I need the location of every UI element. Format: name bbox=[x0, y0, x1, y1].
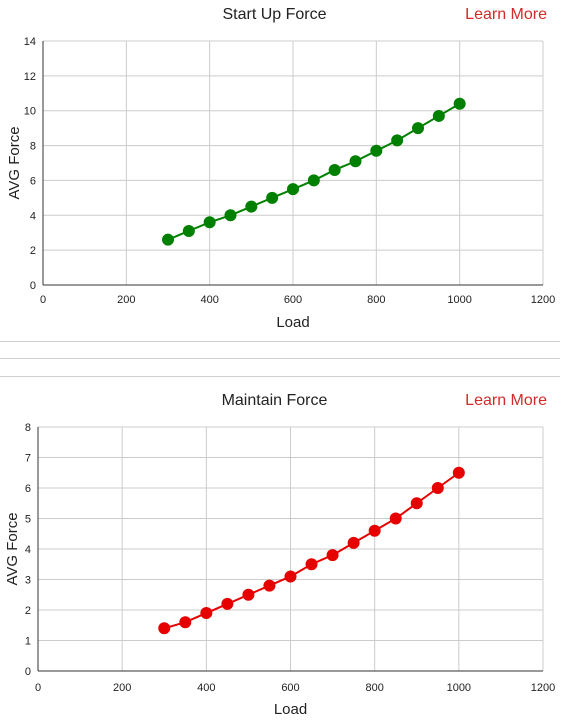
data-point bbox=[284, 570, 297, 583]
y-axis-title: AVG Force bbox=[4, 512, 21, 585]
y-tick-label: 7 bbox=[25, 453, 31, 465]
learn-more-link[interactable]: Learn More bbox=[465, 392, 547, 409]
learn-more-link[interactable]: Learn More bbox=[465, 6, 547, 23]
y-tick-label: 10 bbox=[24, 106, 36, 118]
y-tick-label: 8 bbox=[30, 141, 36, 153]
x-tick-label: 200 bbox=[113, 682, 131, 694]
data-point bbox=[391, 134, 404, 147]
y-tick-label: 0 bbox=[25, 666, 31, 678]
data-point bbox=[162, 233, 174, 246]
data-point bbox=[158, 622, 171, 635]
data-point bbox=[305, 558, 318, 571]
y-tick-label: 12 bbox=[24, 71, 36, 83]
data-point bbox=[179, 616, 192, 629]
data-point bbox=[368, 524, 381, 537]
x-axis-title: Load bbox=[276, 314, 309, 331]
y-axis-title: AVG Force bbox=[6, 126, 23, 199]
x-tick-label: 0 bbox=[40, 294, 46, 306]
x-tick-label: 600 bbox=[281, 682, 299, 694]
x-tick-label: 800 bbox=[367, 294, 385, 306]
x-tick-label: 400 bbox=[197, 682, 215, 694]
data-point bbox=[221, 597, 234, 610]
x-tick-label: 1000 bbox=[447, 682, 471, 694]
y-tick-label: 6 bbox=[30, 175, 36, 187]
y-tick-label: 5 bbox=[25, 514, 31, 526]
x-tick-label: 1000 bbox=[447, 294, 471, 306]
data-point bbox=[431, 482, 444, 494]
data-point bbox=[203, 216, 216, 229]
divider bbox=[0, 358, 560, 359]
data-point bbox=[347, 536, 360, 549]
data-point bbox=[326, 549, 339, 562]
data-point bbox=[328, 163, 341, 176]
y-tick-label: 0 bbox=[30, 280, 36, 292]
data-point bbox=[452, 466, 465, 479]
y-tick-label: 1 bbox=[25, 636, 31, 648]
data-point bbox=[224, 209, 237, 222]
data-point bbox=[410, 497, 423, 510]
maintain-force-chart-panel: Maintain Force Learn More 0 1 2 3 4 5 6 7 8 0 200 4… bbox=[0, 385, 569, 722]
y-tick-label: 2 bbox=[30, 245, 36, 257]
y-tick-label: 4 bbox=[25, 544, 31, 556]
divider bbox=[0, 376, 560, 377]
divider bbox=[0, 341, 560, 342]
data-point bbox=[263, 579, 276, 592]
x-tick-label: 600 bbox=[284, 294, 302, 306]
y-tick-label: 8 bbox=[25, 422, 31, 434]
data-point bbox=[432, 109, 445, 122]
chart-title: Maintain Force bbox=[221, 392, 328, 409]
x-tick-label: 1200 bbox=[531, 682, 555, 694]
chart-title: Start Up Force bbox=[222, 6, 327, 23]
x-tick-label: 200 bbox=[117, 294, 135, 306]
y-tick-label: 2 bbox=[25, 605, 31, 617]
y-tick-label: 4 bbox=[30, 210, 36, 222]
data-point bbox=[245, 200, 258, 213]
y-tick-label: 6 bbox=[25, 483, 31, 495]
x-tick-label: 800 bbox=[365, 682, 383, 694]
y-tick-label: 3 bbox=[25, 575, 31, 587]
y-tick-label: 14 bbox=[24, 36, 36, 48]
data-point bbox=[200, 607, 213, 620]
start-up-force-plot: 0 2 4 6 8 10 12 14 0 200 400 600 800 1000 1200 Load AVG … bbox=[6, 36, 555, 331]
data-point bbox=[266, 191, 279, 204]
data-point bbox=[412, 122, 424, 135]
data-point bbox=[287, 183, 299, 196]
x-tick-label: 0 bbox=[35, 682, 41, 694]
data-point bbox=[182, 224, 195, 237]
data-point bbox=[242, 588, 255, 601]
x-tick-label: 400 bbox=[200, 294, 218, 306]
data-point bbox=[349, 155, 362, 168]
x-tick-label: 1200 bbox=[531, 294, 555, 306]
x-axis-title: Load bbox=[274, 701, 307, 718]
data-point bbox=[389, 512, 402, 525]
data-point bbox=[453, 97, 466, 110]
maintain-force-plot: 0 1 2 3 4 5 6 7 8 0 200 400 600 800 1000 1200 Load AVG Fo… bbox=[4, 422, 555, 718]
data-point bbox=[307, 174, 320, 187]
series-line bbox=[163, 471, 460, 630]
data-point bbox=[370, 144, 383, 157]
start-up-force-chart-panel: Start Up Force Learn More 0 2 4 6 8 10 12 14 0 20… bbox=[0, 0, 569, 335]
